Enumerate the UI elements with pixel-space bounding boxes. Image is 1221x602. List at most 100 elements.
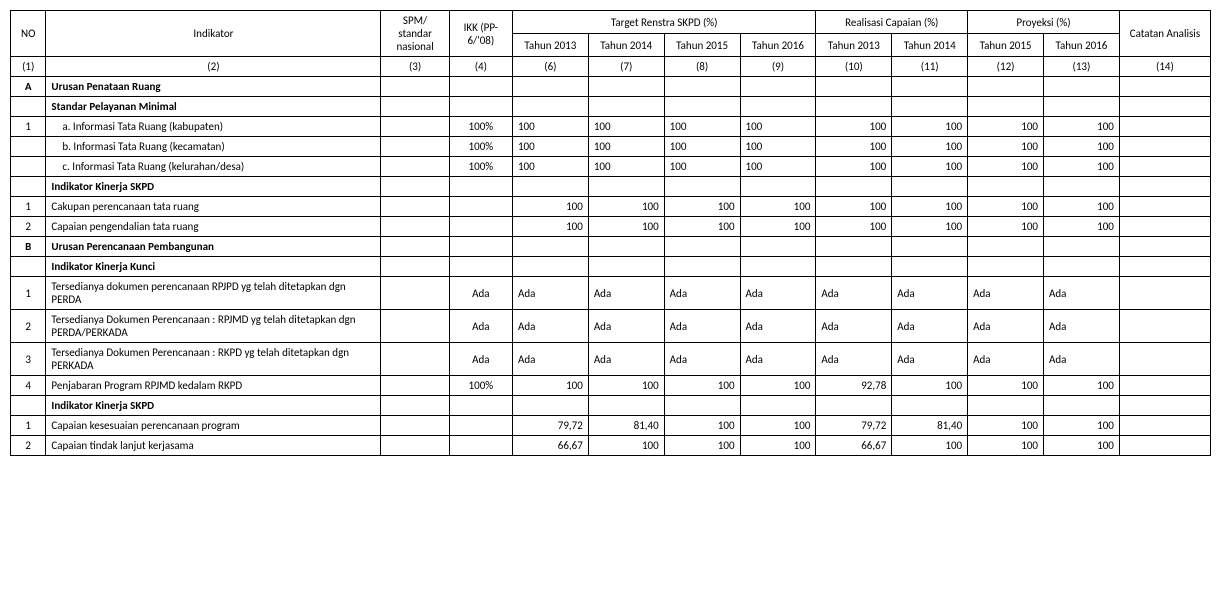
cell <box>968 396 1044 416</box>
cell: Ada <box>664 277 740 310</box>
cell <box>11 97 46 117</box>
cell: 2 <box>11 217 46 237</box>
cell <box>449 237 512 257</box>
cell <box>664 257 740 277</box>
cell <box>512 97 588 117</box>
cell <box>892 177 968 197</box>
colnum: (6) <box>512 57 588 77</box>
hdr-realisasi-2014: Tahun 2014 <box>892 34 968 57</box>
cell: 100 <box>1044 197 1120 217</box>
cell <box>740 257 816 277</box>
cell: 100 <box>968 137 1044 157</box>
table-row: 1Tersedianya dokumen perencanaan RPJPD y… <box>11 277 1211 310</box>
hdr-realisasi-2013: Tahun 2013 <box>816 34 892 57</box>
cell <box>381 197 449 217</box>
cell: Ada <box>1044 343 1120 376</box>
cell: 100 <box>740 376 816 396</box>
cell <box>588 77 664 97</box>
cell: 2 <box>11 436 46 456</box>
cell: 100 <box>588 117 664 137</box>
cell: Ada <box>512 310 588 343</box>
cell: 100 <box>740 197 816 217</box>
cell <box>664 97 740 117</box>
cell <box>892 237 968 257</box>
cell <box>1119 217 1210 237</box>
cell: 100 <box>588 376 664 396</box>
cell <box>588 257 664 277</box>
cell: Tersedianya Dokumen Perencanaan : RPJMD … <box>46 310 381 343</box>
cell: 100 <box>816 157 892 177</box>
cell <box>588 97 664 117</box>
cell <box>11 257 46 277</box>
cell <box>11 137 46 157</box>
cell: 100% <box>449 137 512 157</box>
table-row: Indikator Kinerja SKPD <box>11 396 1211 416</box>
cell <box>892 97 968 117</box>
table-row: Indikator Kinerja SKPD <box>11 177 1211 197</box>
cell <box>892 77 968 97</box>
cell: 100 <box>1044 217 1120 237</box>
cell: B <box>11 237 46 257</box>
colnum: (14) <box>1119 57 1210 77</box>
cell: 100 <box>1044 157 1120 177</box>
cell <box>1119 177 1210 197</box>
cell <box>588 177 664 197</box>
cell: 100 <box>1044 137 1120 157</box>
cell <box>816 97 892 117</box>
cell <box>740 97 816 117</box>
cell <box>968 97 1044 117</box>
cell: 100 <box>968 117 1044 137</box>
colnum: (8) <box>664 57 740 77</box>
cell: 81,40 <box>588 416 664 436</box>
cell <box>11 157 46 177</box>
cell: Ada <box>1044 277 1120 310</box>
cell <box>664 77 740 97</box>
cell <box>381 376 449 396</box>
cell <box>1044 177 1120 197</box>
cell: 100 <box>816 197 892 217</box>
cell <box>1119 157 1210 177</box>
hdr-target-2013: Tahun 2013 <box>512 34 588 57</box>
cell <box>381 217 449 237</box>
cell: 100 <box>968 197 1044 217</box>
cell: 100 <box>588 137 664 157</box>
cell: Ada <box>968 310 1044 343</box>
cell: Indikator Kinerja Kunci <box>46 257 381 277</box>
cell: Ada <box>512 277 588 310</box>
cell: 100 <box>664 157 740 177</box>
cell: 100 <box>664 197 740 217</box>
table-row: b. Informasi Tata Ruang (kecamatan)100%1… <box>11 137 1211 157</box>
cell <box>381 157 449 177</box>
cell: 1 <box>11 277 46 310</box>
cell: Indikator Kinerja SKPD <box>46 396 381 416</box>
table-row: BUrusan Perencanaan Pembangunan <box>11 237 1211 257</box>
cell: Capaian pengendalian tata ruang <box>46 217 381 237</box>
cell <box>1119 436 1210 456</box>
cell: 81,40 <box>892 416 968 436</box>
cell: 100 <box>664 137 740 157</box>
cell: Tersedianya Dokumen Perencanaan : RKPD y… <box>46 343 381 376</box>
cell: Indikator Kinerja SKPD <box>46 177 381 197</box>
cell <box>512 177 588 197</box>
table-row: 2Tersedianya Dokumen Perencanaan : RPJMD… <box>11 310 1211 343</box>
cell <box>381 396 449 416</box>
colnum: (13) <box>1044 57 1120 77</box>
cell <box>1044 77 1120 97</box>
cell: 100 <box>740 217 816 237</box>
cell: 1 <box>11 197 46 217</box>
cell <box>816 77 892 97</box>
cell <box>968 77 1044 97</box>
cell: 100 <box>892 376 968 396</box>
table-row: Standar Pelayanan Minimal <box>11 97 1211 117</box>
table-row: 2Capaian tindak lanjut kerjasama66,67100… <box>11 436 1211 456</box>
cell <box>449 177 512 197</box>
cell: 100% <box>449 376 512 396</box>
cell: 100 <box>740 117 816 137</box>
cell <box>664 396 740 416</box>
cell <box>1119 117 1210 137</box>
colnum: (12) <box>968 57 1044 77</box>
cell: 100 <box>968 157 1044 177</box>
cell <box>381 97 449 117</box>
cell <box>892 396 968 416</box>
cell: 100 <box>740 137 816 157</box>
